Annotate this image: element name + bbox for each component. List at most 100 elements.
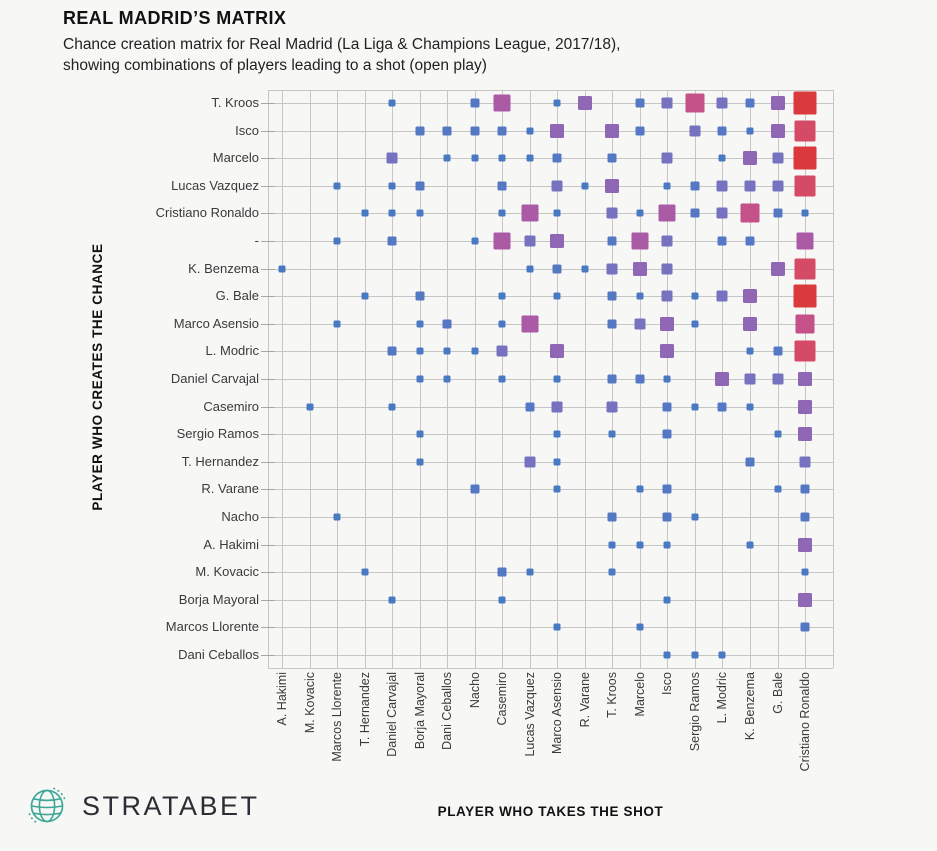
matrix-cell	[773, 346, 783, 356]
matrix-cell	[607, 291, 617, 301]
matrix-cell	[717, 402, 727, 412]
matrix-cell	[498, 292, 506, 300]
matrix-cell	[773, 208, 783, 218]
matrix-cell	[716, 97, 728, 109]
matrix-cell	[743, 289, 757, 304]
brand-name: STRATABET	[82, 790, 260, 821]
matrix-cell	[800, 512, 810, 522]
grid-line	[268, 158, 833, 160]
matrix-cell	[526, 154, 534, 162]
y-axis-label: Marcelo	[212, 150, 259, 166]
matrix-cell	[770, 261, 785, 276]
y-axis-tick	[261, 241, 275, 242]
y-axis-tick	[261, 323, 275, 325]
matrix-cell	[333, 237, 341, 245]
matrix-cell	[661, 152, 673, 164]
x-axis-label: Marcelo	[632, 672, 647, 717]
matrix-cell	[796, 232, 814, 250]
matrix-cell	[716, 180, 728, 192]
y-axis-tick	[261, 103, 275, 104]
matrix-cell	[770, 96, 785, 110]
matrix-cell	[388, 596, 396, 604]
grid-line	[268, 213, 833, 215]
grid-line	[268, 599, 833, 601]
matrix-cell	[636, 485, 644, 493]
matrix-cell	[416, 458, 424, 466]
matrix-cell	[660, 316, 675, 331]
grid-line	[268, 379, 833, 380]
y-axis-tick	[261, 130, 275, 132]
matrix-cell	[634, 318, 646, 330]
page-title: REAL MADRID’S MATRIX	[63, 8, 287, 28]
matrix-cell	[470, 126, 480, 136]
matrix-cell	[471, 154, 479, 162]
matrix-cell	[553, 485, 561, 493]
grid-line	[268, 406, 833, 408]
matrix-cell	[496, 345, 508, 357]
matrix-cell	[361, 209, 369, 217]
matrix-cell	[716, 290, 728, 302]
matrix-cell	[388, 182, 396, 190]
matrix-cell	[743, 151, 757, 166]
x-axis-label: Marcos Llorente	[330, 672, 345, 762]
matrix-cell	[608, 541, 616, 549]
matrix-cell	[550, 234, 565, 248]
y-axis-label: T. Hernandez	[181, 453, 259, 469]
matrix-cell	[801, 568, 809, 576]
matrix-cell	[691, 403, 699, 411]
matrix-cell	[416, 347, 424, 355]
matrix-cell	[793, 284, 817, 308]
matrix-cell	[361, 292, 369, 300]
matrix-cell	[608, 430, 616, 438]
matrix-cell	[498, 209, 506, 217]
matrix-cell	[443, 375, 451, 383]
x-axis-label: Borja Mayoral	[412, 672, 427, 750]
grid-line	[268, 489, 833, 491]
y-axis-tick	[261, 461, 275, 463]
x-axis-label: Nacho	[467, 672, 482, 709]
matrix-cell	[278, 265, 286, 273]
matrix-cell	[443, 347, 451, 355]
matrix-cell	[605, 178, 620, 193]
matrix-cell	[415, 291, 425, 301]
matrix-cell	[658, 204, 676, 222]
matrix-cell	[663, 375, 671, 383]
matrix-cell	[470, 484, 480, 494]
matrix-cell	[524, 235, 536, 247]
matrix-cell	[743, 316, 757, 331]
matrix-cell	[636, 292, 644, 300]
matrix-cell	[795, 314, 815, 334]
matrix-cell	[553, 99, 561, 107]
matrix-cell	[690, 208, 700, 218]
x-axis-label: Cristiano Ronaldo	[798, 672, 813, 772]
matrix-cell	[581, 265, 589, 273]
x-axis-label: Marco Asensio	[550, 672, 565, 754]
matrix-cell	[746, 347, 754, 355]
y-axis-label: Cristiano Ronaldo	[155, 205, 259, 221]
matrix-cell	[793, 91, 817, 115]
matrix-cell	[636, 209, 644, 217]
y-axis-tick	[261, 572, 275, 574]
matrix-cell	[717, 126, 727, 136]
matrix-cell	[493, 94, 511, 112]
matrix-cell	[498, 596, 506, 604]
matrix-cell	[800, 622, 810, 632]
x-axis-label: Isco	[660, 672, 675, 695]
matrix-cell	[498, 375, 506, 383]
matrix-cell	[746, 541, 754, 549]
matrix-cell	[497, 181, 507, 191]
grid-line	[268, 434, 833, 436]
matrix-cell	[740, 203, 760, 223]
matrix-cell	[661, 235, 673, 247]
y-axis-tick	[261, 517, 275, 518]
matrix-cell	[798, 537, 813, 552]
matrix-cell	[663, 541, 671, 549]
y-axis-tick	[261, 351, 275, 353]
x-axis-label: M. Kovacic	[302, 672, 317, 734]
matrix-cell	[606, 263, 618, 275]
matrix-cell	[746, 127, 754, 135]
matrix-cell	[663, 651, 671, 659]
matrix-cell	[526, 568, 534, 576]
matrix-cell	[386, 152, 398, 164]
x-axis-label: T. Hernandez	[357, 672, 372, 747]
